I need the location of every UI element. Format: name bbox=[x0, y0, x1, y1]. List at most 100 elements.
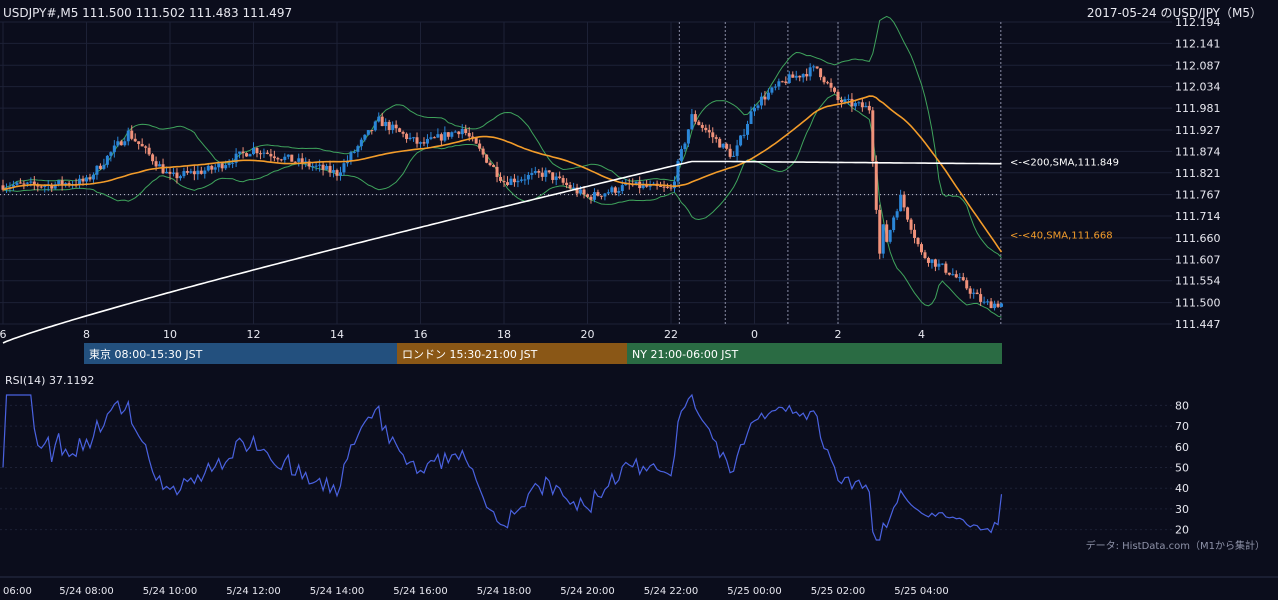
candle-body bbox=[189, 171, 193, 173]
candle-body bbox=[721, 143, 725, 148]
candle-body bbox=[224, 165, 228, 169]
candle-body bbox=[909, 219, 913, 230]
candle-body bbox=[815, 66, 819, 69]
candle-body bbox=[888, 230, 892, 242]
candle-body bbox=[672, 181, 676, 189]
rsi-line bbox=[2, 393, 1003, 541]
candle-body bbox=[419, 142, 422, 144]
candle-body bbox=[102, 164, 106, 169]
candle-body bbox=[425, 138, 429, 144]
candle-body bbox=[805, 74, 809, 77]
session-bar: 東京 08:00-15:30 JST ロンドン 15:30-21:00 JST NY… bbox=[84, 343, 1002, 364]
candle-body bbox=[926, 258, 930, 263]
candle-body bbox=[380, 116, 384, 127]
candle-body bbox=[770, 87, 774, 93]
candle-body bbox=[502, 180, 506, 183]
candle-body bbox=[446, 132, 450, 137]
candle-body bbox=[332, 170, 336, 173]
candle-body bbox=[499, 176, 503, 181]
time-tick-label: 22 bbox=[664, 328, 678, 341]
candle-body bbox=[231, 162, 235, 164]
candle-body bbox=[693, 114, 697, 122]
candle-body bbox=[387, 121, 391, 131]
candle-body bbox=[492, 165, 496, 167]
candle-body bbox=[812, 66, 816, 68]
rsi-tick-label: 20 bbox=[1175, 524, 1189, 537]
candle-body bbox=[568, 184, 572, 189]
candle-body bbox=[432, 137, 436, 139]
candle-body bbox=[467, 133, 471, 137]
candle-body bbox=[314, 165, 318, 167]
session-block bbox=[84, 343, 397, 364]
candle-body bbox=[860, 102, 864, 108]
candle-body bbox=[366, 130, 370, 135]
candle-body bbox=[666, 186, 670, 188]
candle-body bbox=[342, 163, 346, 173]
candle-body bbox=[586, 194, 589, 197]
session-label: 東京 08:00-15:30 JST bbox=[89, 347, 203, 361]
price-tick-label: 111.927 bbox=[1175, 124, 1221, 137]
candle-body bbox=[158, 164, 162, 167]
candle-body bbox=[325, 165, 329, 170]
price-tick-label: 112.194 bbox=[1175, 16, 1221, 29]
candle-body bbox=[512, 178, 516, 183]
candle-body bbox=[133, 138, 137, 142]
candle-body bbox=[196, 170, 200, 175]
bottom-time-label: 5/24 18:00 bbox=[477, 586, 531, 597]
candle-body bbox=[920, 244, 923, 253]
candle-body bbox=[450, 132, 454, 137]
rsi-label: RSI(14) 37.1192 bbox=[5, 374, 94, 387]
candle-body bbox=[993, 303, 997, 309]
candle-body bbox=[81, 178, 85, 182]
candle-body bbox=[523, 179, 527, 181]
candle-body bbox=[415, 137, 419, 144]
candle-body bbox=[857, 102, 861, 104]
candle-body bbox=[940, 263, 944, 265]
candle-body bbox=[853, 103, 857, 107]
candle-body bbox=[700, 124, 704, 128]
candle-body bbox=[88, 177, 92, 180]
candle-body bbox=[234, 153, 238, 163]
bollinger-lower bbox=[2, 93, 1002, 318]
price-tick-label: 111.660 bbox=[1175, 232, 1221, 245]
candle-body bbox=[144, 146, 148, 148]
candle-body bbox=[676, 160, 680, 182]
bottom-time-label: 5/24 10:00 bbox=[143, 586, 197, 597]
price-tick-label: 111.500 bbox=[1175, 297, 1221, 310]
candle-body bbox=[39, 186, 43, 188]
candle-body bbox=[791, 74, 795, 78]
candle-body bbox=[293, 161, 297, 163]
candle-body bbox=[565, 182, 569, 185]
candle-body bbox=[356, 146, 360, 152]
candle-body bbox=[276, 158, 280, 160]
candle-body bbox=[206, 165, 210, 171]
candle-body bbox=[349, 152, 353, 161]
candle-body bbox=[481, 148, 485, 155]
time-tick-label: 6 bbox=[0, 328, 7, 341]
candle-body bbox=[739, 135, 743, 146]
candle-body bbox=[603, 193, 607, 197]
time-tick-label: 10 bbox=[163, 328, 177, 341]
candle-body bbox=[85, 177, 88, 182]
candle-body bbox=[526, 174, 530, 180]
candle-body bbox=[11, 184, 15, 187]
candle-body bbox=[91, 174, 95, 180]
candle-body bbox=[537, 171, 541, 173]
candle-body bbox=[913, 229, 917, 238]
candle-body bbox=[213, 167, 217, 170]
candle-body bbox=[57, 180, 61, 185]
candle-body bbox=[321, 164, 325, 170]
candle-body bbox=[509, 178, 513, 185]
rsi-tick-label: 80 bbox=[1175, 399, 1189, 412]
candle-body bbox=[951, 274, 955, 276]
candle-body bbox=[540, 172, 544, 177]
candle-body bbox=[954, 274, 958, 278]
candle-body bbox=[384, 121, 388, 127]
candle-body bbox=[32, 181, 36, 185]
candle-body bbox=[471, 136, 475, 138]
candle-body bbox=[161, 164, 165, 174]
candle-body bbox=[961, 277, 965, 281]
rsi-tick-label: 40 bbox=[1175, 482, 1189, 495]
candle-body bbox=[686, 129, 690, 144]
candle-body bbox=[944, 263, 948, 273]
